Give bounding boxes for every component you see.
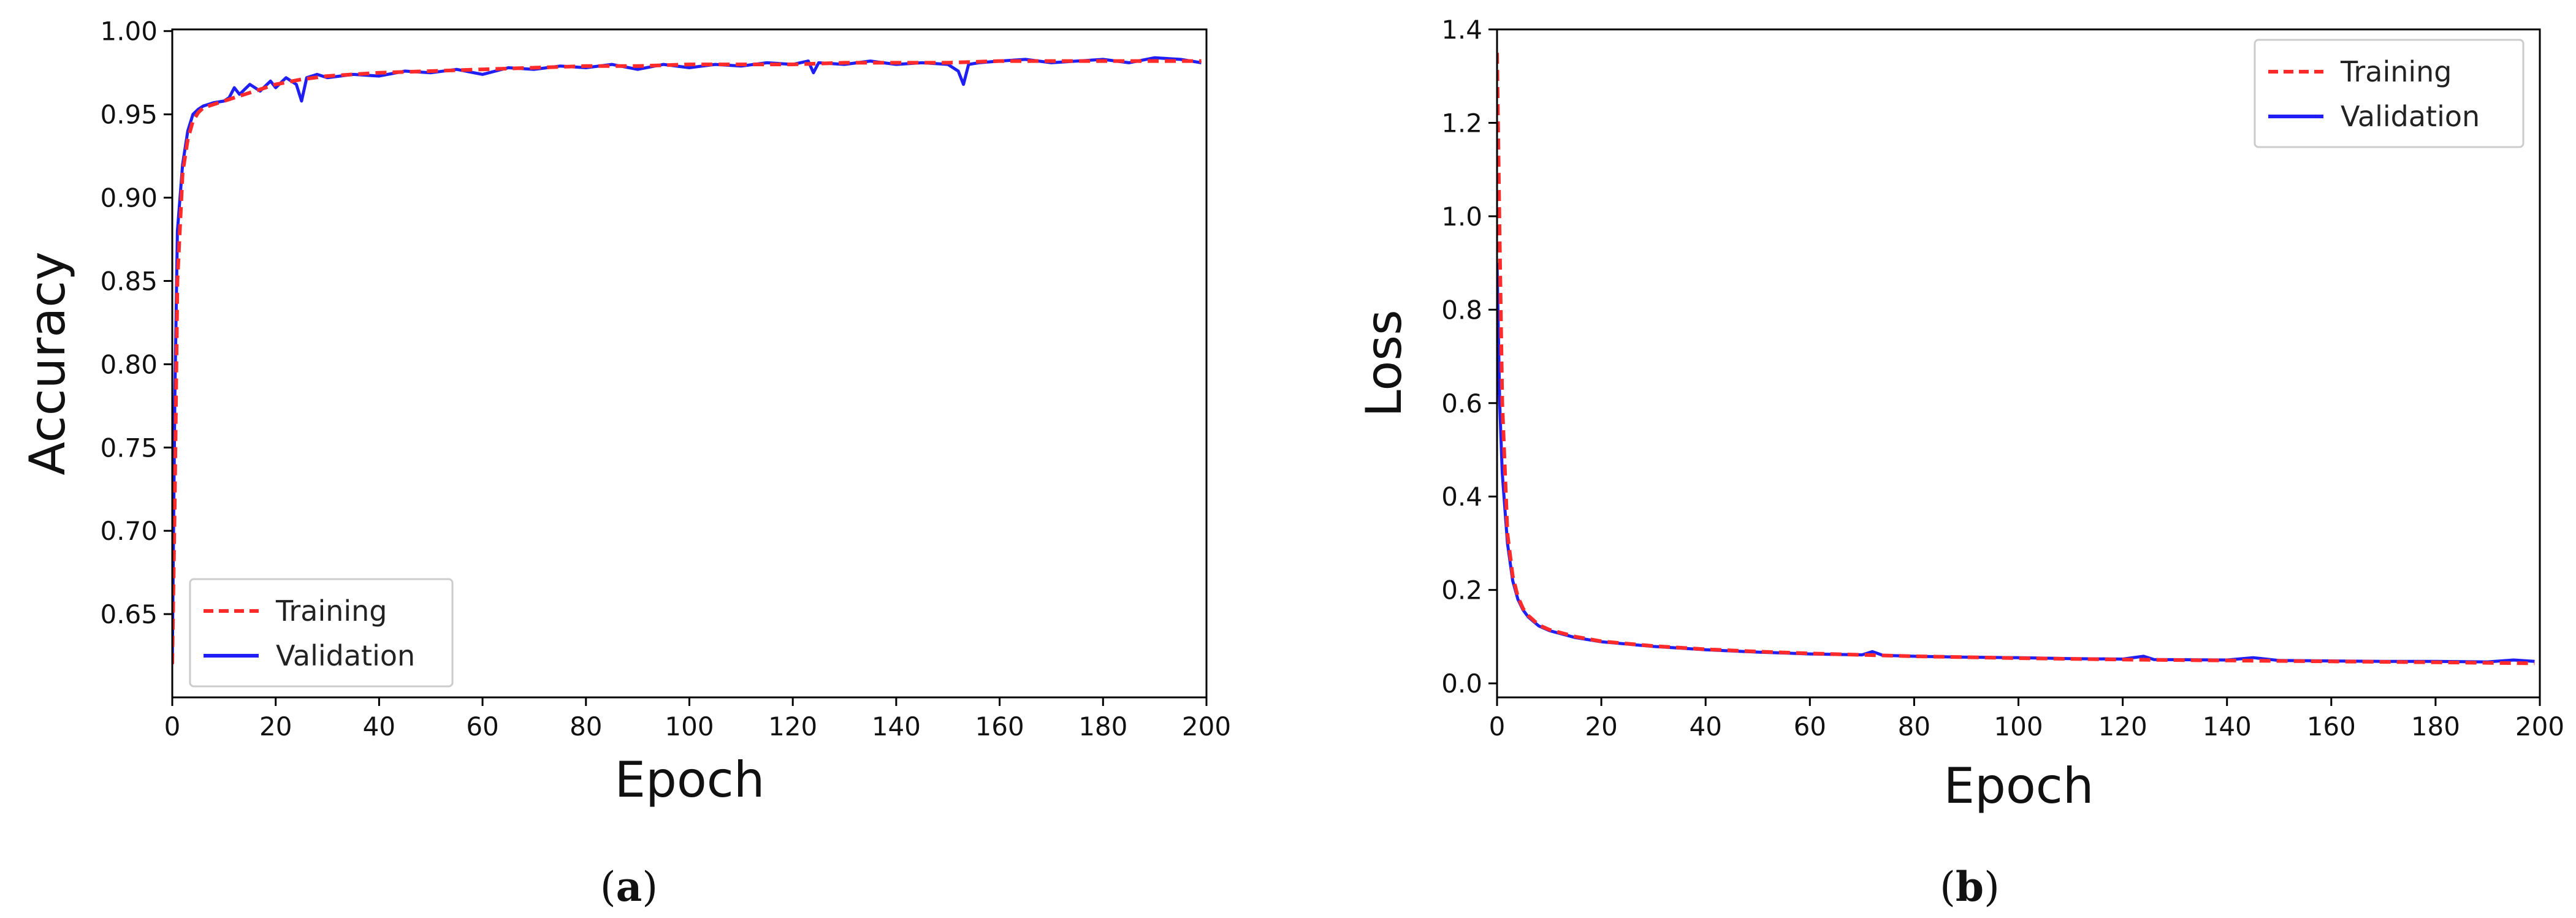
y-tick-label: 1.2 — [1441, 108, 1482, 138]
loss-y-ticks: 0.0 0.2 0.4 0.6 0.8 1.0 1.2 1.4 — [1441, 15, 1497, 699]
x-tick-label: 60 — [466, 711, 498, 742]
x-tick-label: 100 — [1994, 711, 2043, 742]
loss-legend-training-label: Training — [2340, 55, 2452, 88]
x-tick-label: 40 — [363, 711, 395, 742]
y-tick-label: 0.80 — [100, 349, 158, 379]
x-tick-label: 180 — [1078, 711, 1127, 742]
x-tick-label: 120 — [2098, 711, 2147, 742]
y-tick-label: 1.0 — [1441, 202, 1482, 232]
x-tick-label: 200 — [2515, 711, 2564, 742]
loss-caption-close: ) — [1984, 863, 2000, 911]
accuracy-panel-caption: (a) — [600, 863, 658, 911]
validation-series-line — [1497, 263, 2535, 664]
loss-y-axis-label: Loss — [1355, 309, 1412, 417]
x-tick-label: 160 — [2307, 711, 2356, 742]
y-tick-label: 0.0 — [1441, 669, 1482, 699]
y-tick-label: 0.75 — [100, 433, 158, 463]
y-tick-label: 0.95 — [100, 100, 158, 130]
y-tick-label: 1.4 — [1441, 15, 1482, 45]
loss-legend-validation-label: Validation — [2341, 100, 2480, 133]
loss-plot-area — [1497, 53, 2535, 666]
x-tick-label: 0 — [1489, 711, 1506, 742]
loss-legend: Training Validation — [2254, 39, 2525, 148]
loss-caption-letter: b — [1956, 863, 1984, 911]
y-tick-label: 0.4 — [1441, 482, 1482, 512]
loss-x-ticks: 0 20 40 60 80 100 120 140 160 180 200 — [1489, 697, 2564, 742]
accuracy-y-axis-label: Accuracy — [19, 251, 76, 475]
training-series-line — [1497, 53, 2535, 666]
x-tick-label: 20 — [1585, 711, 1617, 742]
accuracy-caption-close: ) — [642, 863, 658, 911]
x-tick-label: 160 — [975, 711, 1024, 742]
y-tick-label: 1.00 — [100, 17, 158, 47]
validation-series-line — [172, 56, 1202, 664]
accuracy-legend: Training Validation — [189, 578, 454, 688]
x-tick-label: 0 — [164, 711, 181, 742]
accuracy-caption-letter: a — [616, 863, 642, 911]
x-tick-label: 140 — [2203, 711, 2252, 742]
loss-legend-box — [2254, 39, 2525, 148]
x-tick-label: 100 — [665, 711, 714, 742]
accuracy-legend-validation-label: Validation — [276, 639, 415, 672]
y-tick-label: 0.85 — [100, 266, 158, 296]
loss-panel-caption: (b) — [1940, 863, 2000, 911]
x-tick-label: 60 — [1794, 711, 1826, 742]
loss-panel: 0 20 40 60 80 100 120 140 160 180 200 0.0 0.2 0.4 0.6… — [1355, 15, 2564, 911]
x-tick-label: 40 — [1689, 711, 1721, 742]
y-tick-label: 0.8 — [1441, 295, 1482, 325]
loss-x-axis-label: Epoch — [1944, 757, 2094, 814]
x-tick-label: 180 — [2411, 711, 2460, 742]
accuracy-x-ticks: 0 20 40 60 80 100 120 140 160 180 200 — [164, 697, 1231, 742]
loss-caption-open: ( — [1940, 863, 1956, 911]
y-tick-label: 0.90 — [100, 183, 158, 213]
x-tick-label: 80 — [570, 711, 602, 742]
accuracy-legend-training-label: Training — [275, 594, 387, 628]
accuracy-y-ticks: 0.65 0.70 0.75 0.80 0.85 0.90 0.95 1.00 — [100, 17, 172, 629]
accuracy-panel: 0 20 40 60 80 100 120 140 160 180 200 0.65 0.70 0.75… — [19, 17, 1231, 911]
x-tick-label: 80 — [1898, 711, 1930, 742]
y-tick-label: 0.2 — [1441, 575, 1482, 605]
x-tick-label: 120 — [768, 711, 817, 742]
y-tick-label: 0.70 — [100, 516, 158, 546]
y-tick-label: 0.65 — [100, 599, 158, 629]
x-tick-label: 200 — [1182, 711, 1231, 742]
accuracy-caption-open: ( — [600, 863, 616, 911]
training-series-line — [172, 59, 1202, 664]
x-tick-label: 140 — [872, 711, 921, 742]
x-tick-label: 20 — [259, 711, 292, 742]
accuracy-legend-box — [189, 578, 454, 688]
accuracy-plot-area — [172, 56, 1202, 664]
y-tick-label: 0.6 — [1441, 389, 1482, 419]
accuracy-x-axis-label: Epoch — [615, 751, 765, 808]
